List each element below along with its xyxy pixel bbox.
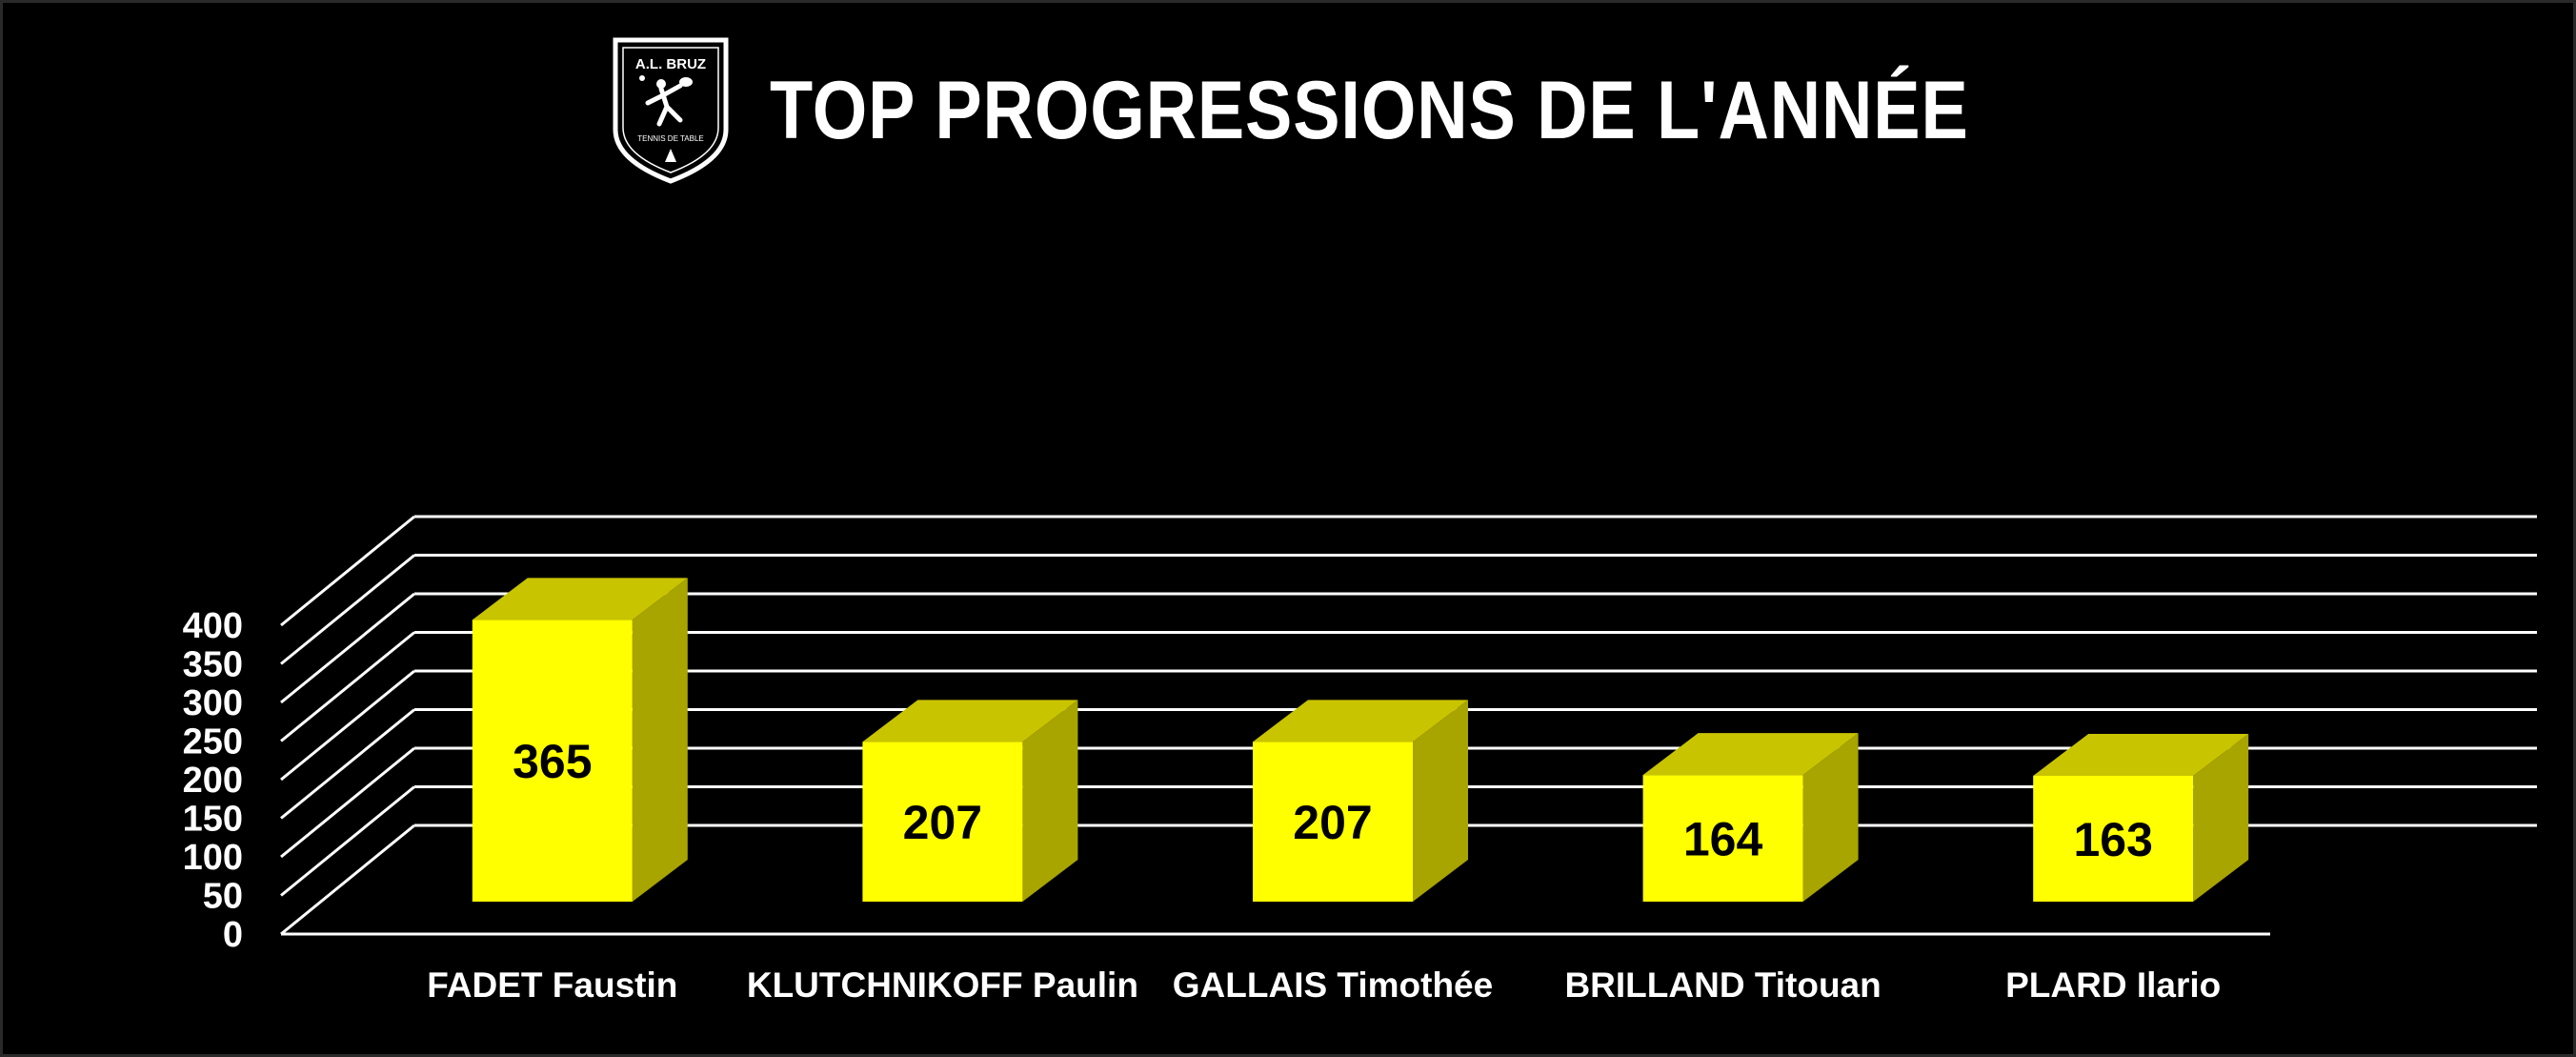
grid-line-diagonal [280, 515, 415, 627]
bar-group: 207 [1253, 700, 1468, 902]
data-label: 207 [1293, 796, 1372, 849]
category-label: BRILLAND Titouan [1564, 966, 1881, 1005]
grid-line-diagonal [280, 631, 415, 742]
category-label: PLARD Ilario [2005, 966, 2221, 1005]
bar [862, 742, 1023, 902]
bar-top [2033, 733, 2249, 776]
bar-group: 207 [862, 700, 1078, 902]
data-label: 365 [513, 735, 592, 788]
y-tick-label: 250 [183, 722, 243, 762]
bar-group: 164 [1642, 733, 1859, 902]
grid-line-diagonal [280, 785, 415, 897]
y-tick-label: 50 [203, 877, 243, 917]
bar-side [632, 578, 688, 902]
logo-name: A.L. BRUZ [635, 56, 706, 72]
bar [1642, 775, 1803, 902]
data-label: 207 [903, 796, 982, 849]
y-tick-label: 300 [183, 683, 243, 723]
logo-subtitle: TENNIS DE TABLE [637, 134, 704, 143]
y-tick-label: 200 [183, 761, 243, 801]
bar-side [1413, 700, 1468, 902]
bar-series: 365 207 207 164 163 [472, 578, 2249, 902]
bar-top [862, 700, 1078, 742]
bar-group: 163 [2033, 733, 2249, 902]
grid-line-diagonal [280, 746, 415, 859]
bar-side [1022, 700, 1078, 902]
bar-top [1253, 700, 1468, 742]
y-tick-label: 0 [223, 915, 243, 955]
category-label: FADET Faustin [427, 966, 677, 1005]
bar [472, 620, 633, 902]
y-tick-label: 100 [183, 838, 243, 878]
grid-line-diagonal [280, 823, 415, 936]
grid-line-diagonal [280, 708, 415, 820]
grid-line-diagonal [280, 592, 415, 704]
y-tick-label: 150 [183, 800, 243, 840]
bar-top [472, 578, 688, 620]
grid-line-diagonal [280, 669, 415, 782]
bar [1253, 742, 1413, 902]
bar-top [1642, 733, 1859, 776]
y-tick-label: 350 [183, 645, 243, 685]
bar-group: 365 [472, 578, 688, 902]
bar-side [2193, 733, 2249, 902]
bar [2033, 775, 2194, 902]
bar-side [1802, 733, 1859, 902]
y-tick-label: 400 [183, 606, 243, 646]
grid-line-diagonal [280, 554, 415, 665]
category-label: GALLAIS Timothée [1173, 966, 1493, 1005]
category-label: KLUTCHNIKOFF Paulin [747, 966, 1138, 1005]
data-label: 164 [1683, 813, 1763, 866]
page-title: TOP PROGRESSIONS DE L'ANNÉE [770, 64, 1969, 156]
data-label: 163 [2073, 813, 2152, 866]
x-axis: FADET Faustin KLUTCHNIKOFF Paulin GALLAIS … [427, 966, 2221, 1005]
header: A.L. BRUZ TENNIS DE TABLE TOP PROGRESSIO… [610, 34, 2164, 187]
club-logo-icon: A.L. BRUZ TENNIS DE TABLE [613, 37, 729, 184]
